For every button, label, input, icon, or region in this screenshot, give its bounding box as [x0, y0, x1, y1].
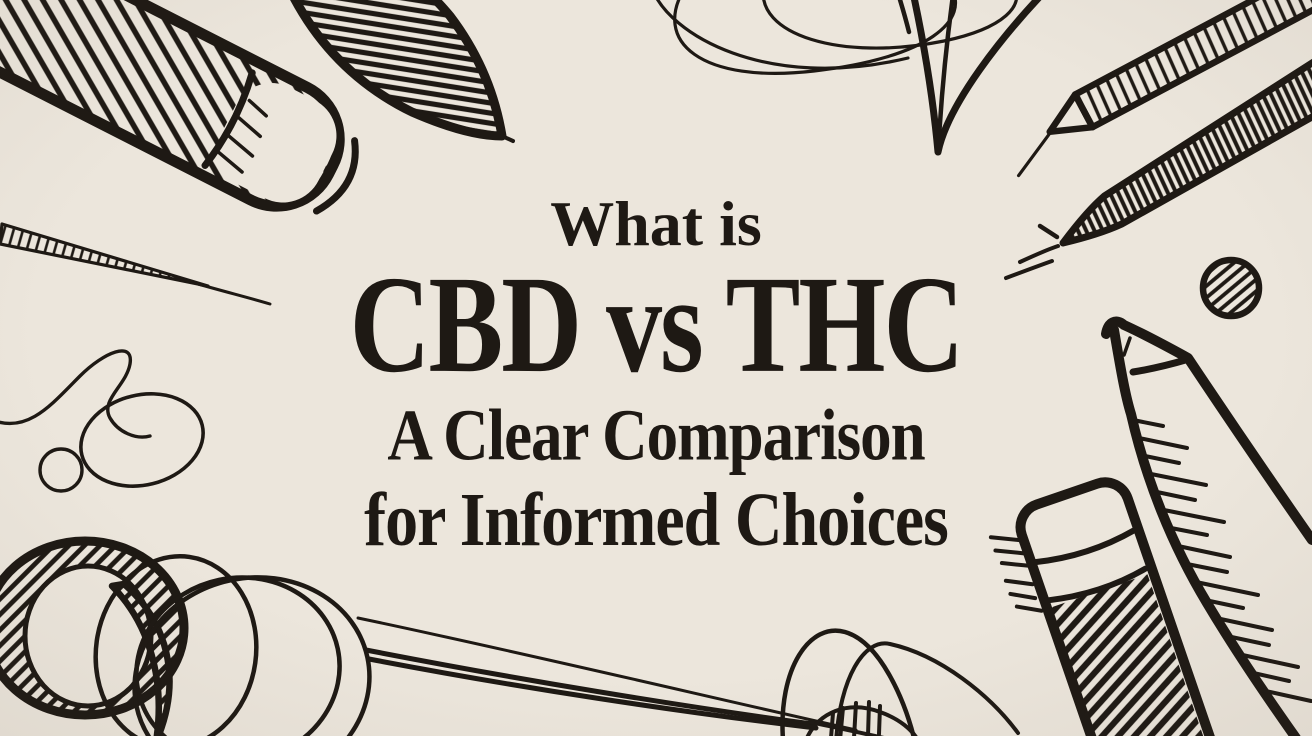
large-pencil-icon: [1101, 316, 1312, 736]
loop-swirl-icon: [656, 0, 1018, 75]
hatched-pencil-icon: [1016, 0, 1312, 178]
title-line-what-is: What is: [550, 188, 762, 259]
pen-nib-icon: [897, 0, 1042, 156]
thin-stick-icon: [356, 616, 885, 736]
hatched-pen-icon: [1004, 41, 1312, 280]
page-title: What is CBD vs THC A Clear Comparison fo…: [0, 188, 1312, 563]
scribble-circle-icon: [780, 628, 1020, 736]
title-line-cbd-vs-thc: CBD vs THC: [349, 248, 965, 402]
hatched-blunt-icon: [290, 0, 515, 143]
hatched-marker-icon: [0, 0, 359, 215]
subtitle-line-choices: for Informed Choices: [364, 477, 949, 563]
hatched-marker-tube-icon: [988, 477, 1228, 736]
subtitle-line-comparison: A Clear Comparison: [387, 394, 925, 476]
hatched-dot-icon: [1199, 256, 1263, 320]
title-subtitle: A Clear Comparison for Informed Choices: [0, 392, 1312, 564]
thin-joint-icon: [0, 222, 272, 306]
squiggle-loop-icon: [0, 349, 205, 493]
